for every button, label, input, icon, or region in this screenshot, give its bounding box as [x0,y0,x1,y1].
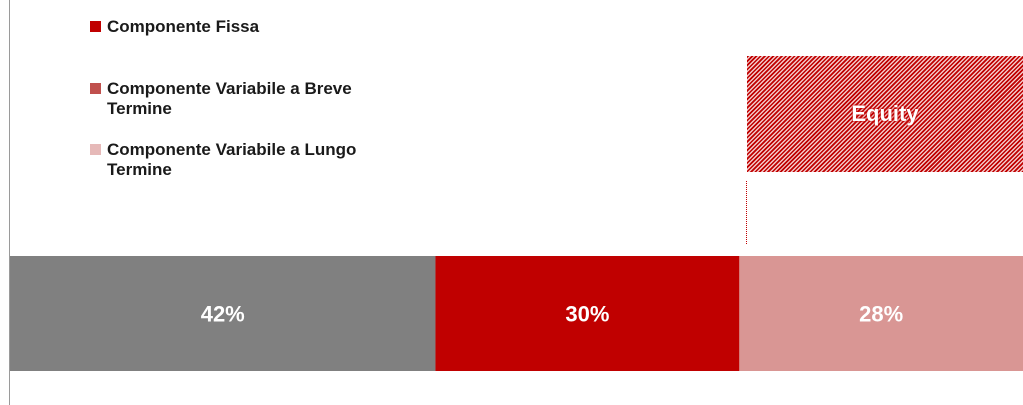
bar-segment-2 [435,256,740,371]
legend-label-fissa: Componente Fissa [107,17,260,36]
bar-segment-label-2: 30% [565,302,609,327]
bar-segment-3 [739,256,1023,371]
equity-callout-box: Equity [747,56,1023,172]
legend-item-componente-fissa: Componente Fissa [90,17,420,37]
legend-item-variabile-lungo: Componente Variabile a Lungo Termine [90,140,420,180]
legend-item-variabile-breve: Componente Variabile a Breve Termine [90,79,420,119]
equity-connector-line [746,181,747,244]
equity-label: Equity [851,101,919,126]
legend-label-breve: Componente Variabile a Breve Termine [107,79,352,118]
bar-segment-label-3: 28% [859,302,903,327]
bar-segment-label-1: 42% [201,302,245,327]
legend-swatch-lungo [90,144,101,155]
bar-segment-1 [10,256,436,371]
y-axis-line [9,0,10,405]
chart-legend: Componente Fissa Componente Variabile a … [0,0,1023,200]
legend-label-lungo: Componente Variabile a Lungo Termine [107,140,357,179]
legend-swatch-fissa [90,21,101,32]
legend-swatch-breve [90,83,101,94]
